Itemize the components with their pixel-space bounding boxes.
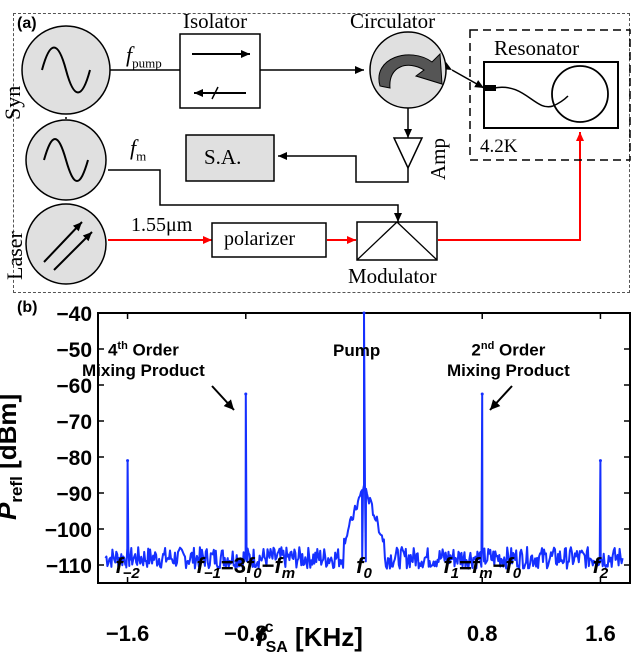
panel-a-wiring [21, 25, 631, 285]
y-tick-label: −80 [56, 447, 92, 470]
second-order-arrow [489, 385, 513, 411]
resonator-ring [551, 65, 609, 123]
peak-point-4 [598, 459, 602, 463]
wire-amp-sa [278, 152, 409, 183]
resonator-fiber [493, 86, 569, 108]
wire-circulator-resonator [442, 62, 485, 89]
fourth-order-annotation: 4th Order Mixing Product [82, 340, 205, 381]
x-axis-sub: SA [265, 639, 288, 657]
resonator-input-port [484, 85, 496, 91]
peak-point-1 [244, 392, 248, 396]
amp-label: Amp [426, 138, 450, 180]
cryostat-box [469, 29, 631, 161]
peak-label-0: f−2 [115, 553, 140, 582]
f-pump-sub: pump [132, 55, 162, 71]
peak-label-2: f0 [356, 553, 372, 582]
second-order-line2: Mixing Product [447, 361, 570, 381]
y-axis-unit: [dBm] [0, 393, 22, 469]
f-pump-symbol: f [126, 42, 133, 67]
laser-beam-2 [53, 231, 93, 271]
spectrum-trace [104, 312, 624, 570]
peak-point-2 [362, 311, 366, 315]
second-order-annotation: 2nd Order Mixing Product [447, 340, 570, 381]
f-m-symbol: f [130, 135, 137, 160]
x-axis-symbol: f [256, 622, 265, 652]
circulator-label: Circulator [350, 9, 436, 33]
y-tick-label: −100 [45, 519, 92, 542]
panel-a-label: (a) [17, 15, 37, 32]
polarizer-box [211, 222, 327, 258]
fourth-order-line1: 4th Order [107, 340, 179, 360]
laser-icon [25, 203, 107, 285]
peak-label-3: f1=fm−f0 [443, 553, 521, 582]
panel-a [13, 13, 630, 293]
y-axis-label: Prefl [dBm] [0, 393, 27, 520]
y-axis-sub: refl [7, 476, 27, 503]
x-axis-unit: [KHz] [295, 622, 363, 652]
isolator-label: Isolator [183, 9, 248, 33]
spectrum-chart: −40 −50 −60 −70 −80 −90 −100 −110 −1.6 −0.8 0.8 1.6… [45, 303, 631, 646]
fourth-order-arrow [211, 385, 235, 411]
peak-point-3 [480, 392, 484, 396]
synth-label: Syn [0, 85, 25, 120]
wire-synth-modulator [108, 169, 402, 222]
sa-label: S.A. [204, 145, 242, 169]
wavelength-label: 1.55μm [131, 214, 193, 236]
sa-box [185, 134, 275, 182]
modulator-box [356, 221, 438, 261]
fourth-order-line2: Mixing Product [82, 361, 205, 381]
y-tick-label: −90 [56, 483, 92, 506]
modulator-label: Modulator [348, 264, 437, 288]
polarizer-label: polarizer [224, 228, 296, 250]
optical-modulator-resonator [438, 132, 584, 241]
modulator-diag-2 [396, 221, 438, 261]
resonator-label: Resonator [494, 36, 580, 60]
y-tick-label: −70 [56, 411, 92, 434]
laser-beam-1 [43, 221, 83, 263]
isolator-box [179, 33, 261, 109]
f-m-label: fm [130, 135, 147, 164]
second-order-line1: 2nd Order [471, 340, 546, 360]
peak-point-0 [126, 459, 130, 463]
y-tick-label: −60 [56, 375, 92, 398]
x-tick-label: −1.6 [106, 621, 149, 646]
x-axis-label: fc SA [KHz] [256, 620, 363, 657]
mod-sine-wave [43, 138, 89, 182]
circulator-body [369, 31, 447, 109]
f-pump-label: fpump [126, 42, 162, 71]
modulator-diag-1 [356, 221, 398, 261]
amplifier-icon [392, 137, 424, 170]
x-tick-label: 0.8 [467, 621, 498, 646]
y-tick-label: −110 [46, 555, 92, 578]
panel-b-label: (b) [17, 299, 38, 316]
circulator-arrow-icon [378, 52, 443, 89]
isolator-block-mark [211, 86, 219, 100]
y-tick-label: −50 [56, 339, 92, 362]
temp-label: 4.2K [480, 136, 518, 157]
x-axis-sup: c [264, 619, 274, 637]
y-axis-symbol: P [0, 503, 22, 520]
laser-label: Laser [2, 231, 27, 280]
peak-label-1: f−1=3f0−fm [196, 553, 295, 582]
pump-sine-wave [41, 46, 91, 94]
x-tick-label: 1.6 [585, 621, 616, 646]
peak-label-4: f2 [593, 553, 609, 582]
f-m-sub: m [136, 148, 147, 164]
y-tick-label: −40 [56, 303, 92, 326]
x-tick-label: −0.8 [224, 621, 267, 646]
pump-annotation: Pump [333, 341, 381, 360]
